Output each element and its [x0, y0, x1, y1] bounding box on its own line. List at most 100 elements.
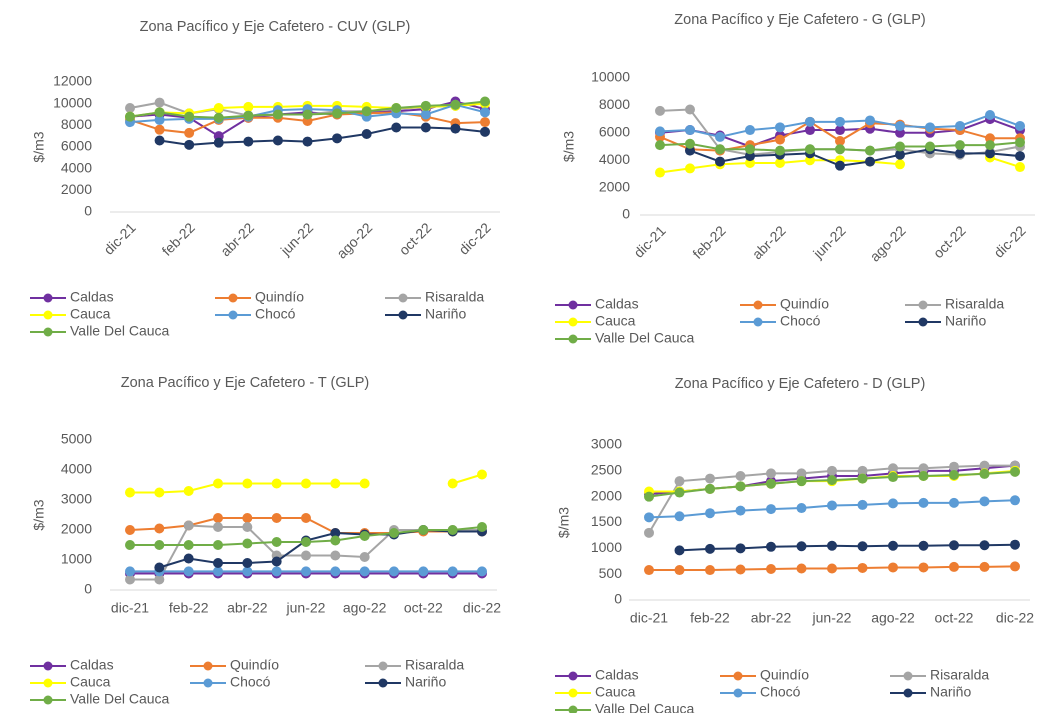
x-tick-label: dic-21 [630, 610, 668, 626]
legend-marker [568, 300, 578, 310]
legend-label: Quindío [760, 667, 809, 683]
legend-marker [43, 310, 53, 320]
point [674, 476, 685, 487]
point [979, 468, 990, 479]
point [391, 122, 402, 133]
point [447, 478, 458, 489]
point [301, 550, 311, 561]
legend-marker [568, 317, 578, 327]
legend-marker [753, 300, 763, 310]
point [857, 499, 868, 510]
legend-marker [568, 705, 578, 715]
legend-marker [568, 671, 578, 681]
point [1010, 539, 1020, 550]
point [857, 562, 868, 573]
point [330, 478, 341, 489]
legend-marker [733, 688, 743, 698]
y-tick-label: 10000 [591, 69, 630, 85]
point [183, 566, 194, 577]
point [796, 503, 807, 514]
legend-label: Chocó [760, 684, 801, 700]
point [835, 125, 845, 136]
point [857, 541, 868, 552]
point [183, 520, 194, 531]
point [857, 473, 868, 484]
point [835, 116, 845, 127]
point [735, 481, 746, 492]
point [805, 116, 815, 127]
y-axis-label: $/m3 [556, 507, 572, 538]
point [477, 522, 487, 532]
point [918, 463, 929, 474]
legend-label: Nariño [405, 674, 446, 690]
point [674, 565, 685, 576]
point [125, 487, 135, 498]
legend-marker [43, 661, 53, 671]
point [644, 491, 654, 502]
point [766, 504, 776, 515]
y-tick-label: 12000 [53, 73, 92, 89]
point [735, 505, 746, 516]
y-tick-label: 3000 [591, 436, 622, 452]
point [213, 112, 224, 123]
point [644, 527, 654, 538]
point [745, 157, 755, 168]
legend-marker [203, 661, 213, 671]
x-tick-label: abr-22 [217, 219, 257, 259]
point [154, 114, 165, 125]
point [949, 461, 959, 472]
point [796, 541, 807, 552]
point [272, 109, 283, 120]
legend-label: Cauca [595, 313, 636, 329]
point [302, 109, 313, 120]
x-tick-label: ago-22 [867, 222, 909, 264]
y-tick-label: 0 [84, 581, 92, 597]
legend-marker [43, 327, 53, 337]
x-tick-label: oct-22 [930, 222, 969, 261]
point [895, 141, 905, 152]
point [154, 540, 165, 550]
point [796, 476, 807, 487]
y-tick-label: 0 [614, 591, 622, 607]
point [242, 566, 253, 577]
point [979, 496, 990, 507]
point [213, 513, 223, 523]
point [857, 465, 868, 476]
y-tick-label: 0 [622, 206, 630, 222]
legend-marker [43, 695, 53, 705]
y-tick-label: 1500 [591, 513, 622, 529]
legend-label: Chocó [230, 674, 271, 690]
point [775, 145, 785, 156]
point [359, 552, 370, 562]
point [827, 475, 837, 486]
y-tick-label: 2000 [599, 178, 630, 194]
point [213, 522, 223, 532]
point [184, 127, 195, 138]
y-tick-label: 6000 [61, 138, 92, 154]
x-tick-label: oct-22 [404, 600, 443, 616]
y-tick-label: 2000 [61, 521, 92, 537]
x-tick-label: ago-22 [333, 219, 375, 261]
point [184, 139, 195, 150]
point [674, 511, 685, 522]
point [865, 156, 875, 167]
legend-label: Chocó [780, 313, 821, 329]
point [243, 101, 254, 112]
point [389, 566, 399, 577]
point [705, 565, 715, 576]
point [330, 528, 341, 538]
x-tick-label: ago-22 [343, 600, 387, 616]
point [674, 487, 685, 498]
legend-marker [568, 688, 578, 698]
point [391, 103, 402, 113]
point [685, 138, 695, 149]
point [183, 553, 194, 564]
point [213, 478, 223, 489]
x-tick-label: dic-21 [630, 222, 668, 260]
point [715, 156, 725, 167]
point [835, 160, 845, 171]
point [705, 473, 715, 484]
point [1015, 151, 1025, 162]
legend-label: Nariño [425, 306, 466, 322]
